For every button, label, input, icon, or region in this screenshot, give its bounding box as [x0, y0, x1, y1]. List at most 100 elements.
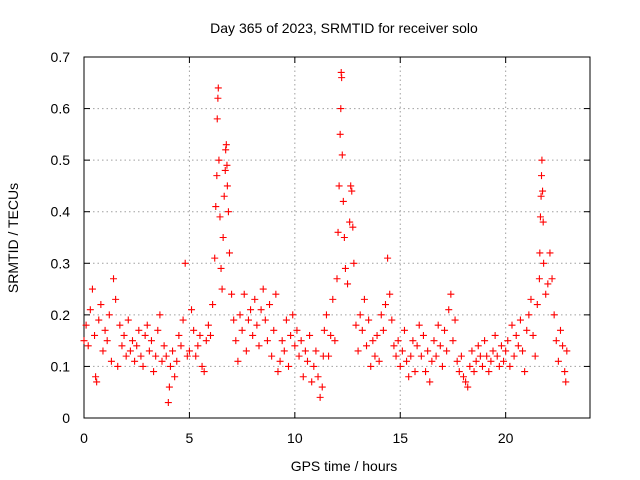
data-point: [388, 316, 396, 324]
data-point: [156, 311, 164, 319]
data-point: [154, 326, 162, 334]
chart-title: Day 365 of 2023, SRMTID for receiver sol…: [210, 20, 478, 36]
data-point: [365, 316, 373, 324]
data-point: [236, 311, 244, 319]
y-tick-label: 0.7: [51, 49, 71, 65]
data-point: [320, 326, 328, 334]
data-point: [135, 326, 143, 334]
y-tick-label: 0.6: [51, 101, 71, 117]
data-point: [128, 337, 136, 345]
data-point: [529, 331, 537, 339]
data-point: [318, 383, 326, 391]
data-point: [225, 249, 233, 257]
data-point: [204, 321, 212, 329]
data-point: [428, 357, 436, 365]
data-point: [202, 337, 210, 345]
data-point: [238, 326, 246, 334]
data-point: [274, 368, 282, 376]
data-point: [550, 311, 558, 319]
data-point: [316, 393, 324, 401]
data-point: [346, 218, 354, 226]
y-tick-label: 0.1: [51, 358, 71, 374]
data-point: [297, 337, 305, 345]
data-point: [222, 141, 230, 149]
data-point: [506, 362, 514, 370]
data-point: [175, 331, 183, 339]
data-point: [118, 342, 126, 350]
data-point: [375, 357, 383, 365]
data-point: [179, 316, 187, 324]
data-point: [538, 156, 546, 164]
data-point: [166, 362, 174, 370]
data-point: [110, 275, 118, 283]
data-point: [539, 187, 547, 195]
axis-ticks: 0 0.1 0.2 0.3 0.4 0.5 0.6 0.7 0 5 10 15 20: [51, 49, 590, 446]
plot-frame: [83, 56, 591, 419]
data-point: [183, 352, 191, 360]
data-point: [514, 342, 522, 350]
data-point: [301, 347, 309, 355]
data-point: [561, 368, 569, 376]
data-point: [521, 368, 529, 376]
data-point: [525, 311, 533, 319]
x-tick-label: 20: [498, 430, 514, 446]
x-tick-label: 0: [80, 430, 88, 446]
data-point: [295, 352, 303, 360]
data-point: [485, 368, 493, 376]
data-point: [285, 362, 293, 370]
data-point: [86, 306, 94, 314]
data-point: [200, 368, 208, 376]
data-point: [164, 399, 172, 407]
y-tick-label: 0.4: [51, 204, 71, 220]
data-point: [219, 234, 227, 241]
data-point: [434, 321, 442, 329]
data-point: [464, 383, 472, 391]
data-point: [223, 161, 231, 169]
data-point: [116, 321, 124, 329]
data-point: [147, 337, 155, 345]
data-point: [276, 357, 284, 365]
data-point: [381, 301, 389, 309]
data-point: [289, 311, 297, 319]
data-point: [512, 331, 520, 339]
data-point: [244, 316, 252, 324]
data-point: [405, 373, 413, 381]
data-point: [188, 306, 196, 314]
data-point: [497, 342, 505, 350]
data-point: [481, 337, 489, 345]
data-point: [150, 368, 158, 376]
data-point: [489, 347, 497, 355]
data-point: [495, 362, 503, 370]
data-point: [331, 337, 339, 345]
data-point: [221, 166, 229, 174]
data-point: [360, 295, 368, 303]
data-point: [278, 337, 286, 345]
data-point: [493, 352, 501, 360]
data-point: [101, 326, 109, 334]
data-point: [95, 316, 103, 324]
data-point: [457, 352, 465, 360]
y-tick-label: 0.3: [51, 255, 71, 271]
data-point: [160, 342, 168, 350]
data-point: [562, 378, 570, 386]
data-point: [371, 352, 379, 360]
data-point: [443, 347, 451, 355]
data-point: [177, 342, 185, 350]
data-point: [249, 331, 257, 339]
data-point: [445, 306, 453, 314]
data-point: [266, 301, 274, 309]
data-point: [120, 331, 128, 339]
data-point: [344, 280, 352, 288]
data-point: [349, 223, 357, 231]
data-point: [114, 362, 122, 370]
data-point: [426, 378, 434, 386]
data-point: [422, 368, 430, 376]
data-point: [347, 182, 355, 190]
data-point: [185, 347, 193, 355]
data-point: [363, 342, 371, 350]
data-point: [224, 208, 232, 216]
data-point: [263, 337, 271, 345]
data-point: [105, 311, 113, 319]
data-point: [214, 84, 222, 92]
data-point: [554, 357, 562, 365]
